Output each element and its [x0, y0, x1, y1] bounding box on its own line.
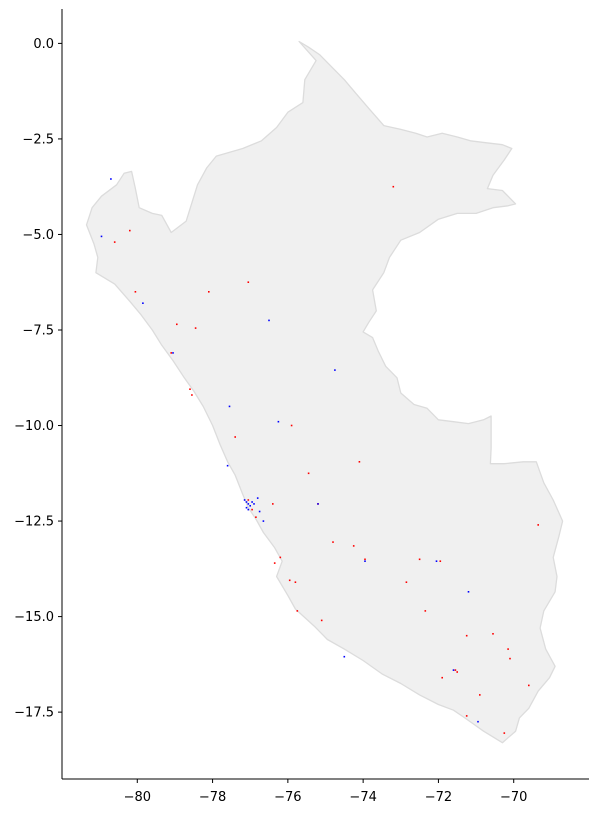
red-point [272, 503, 274, 505]
y-tick-label: 0.0 [33, 37, 54, 52]
red-point [424, 610, 427, 612]
red-point [279, 556, 282, 559]
blue-point [343, 655, 346, 658]
blue-point [256, 497, 259, 499]
red-point [418, 558, 421, 561]
red-point [247, 281, 250, 283]
blue-point [253, 503, 255, 505]
country-outline [85, 40, 564, 744]
red-point [273, 562, 276, 564]
series-red-points [113, 185, 539, 734]
blue-point [142, 302, 144, 304]
y-tick-label: −17.5 [14, 706, 54, 721]
blue-point [245, 501, 248, 503]
blue-point [228, 405, 231, 408]
x-tick-label: −74 [349, 790, 376, 805]
red-point [503, 732, 506, 734]
red-point [465, 715, 468, 717]
blue-point [262, 520, 265, 522]
red-point [405, 581, 408, 583]
y-tick-label: −7.5 [22, 323, 54, 338]
blue-point [334, 369, 336, 371]
blue-point [249, 505, 251, 507]
red-point [307, 472, 310, 475]
red-point [465, 634, 468, 637]
red-point [296, 610, 299, 612]
blue-point [364, 560, 366, 562]
blue-point [172, 352, 174, 354]
blue-point [258, 510, 261, 513]
red-point [537, 524, 539, 526]
red-point [194, 327, 197, 329]
red-point [509, 657, 511, 660]
x-tick-label: −72 [425, 790, 452, 805]
red-point [332, 541, 334, 543]
blue-point [435, 560, 438, 562]
red-point [251, 508, 253, 511]
series-blue-points [100, 178, 479, 723]
red-point [247, 499, 250, 501]
blue-point [467, 591, 470, 593]
red-point [320, 619, 323, 622]
blue-point [251, 501, 253, 503]
red-point [176, 323, 178, 326]
y-tick-label: −10.0 [14, 419, 54, 434]
blue-point [477, 720, 479, 723]
red-point [234, 436, 236, 438]
red-point [191, 394, 193, 396]
x-tick-label: −76 [274, 790, 301, 805]
red-point [364, 558, 366, 561]
red-point [290, 424, 293, 427]
blue-point [247, 508, 250, 511]
red-point [528, 684, 530, 687]
y-tick-label: −12.5 [14, 515, 54, 530]
red-point [129, 229, 131, 232]
red-point [113, 241, 116, 243]
blue-point [110, 178, 112, 180]
x-axis-ticks: −80 −78 −76 −74 −72 −70 [124, 779, 527, 805]
blue-point [100, 235, 103, 238]
red-point [170, 352, 172, 354]
blue-point [268, 319, 270, 322]
y-tick-label: −2.5 [22, 132, 54, 147]
red-point [189, 388, 191, 390]
red-point [134, 291, 137, 293]
y-tick-label: −5.0 [22, 228, 54, 243]
red-point [479, 694, 481, 696]
red-point [441, 676, 443, 679]
y-axis-ticks: 0.0 −2.5 −5.0 −7.5 −10.0 −12.5 −15.0 −17.5 [14, 37, 62, 721]
red-point [392, 185, 395, 188]
blue-point [452, 669, 455, 671]
blue-point [317, 503, 319, 505]
red-point [294, 581, 297, 583]
x-tick-label: −78 [199, 790, 226, 805]
red-point [507, 648, 509, 650]
x-tick-label: −80 [124, 790, 151, 805]
y-tick-label: −15.0 [14, 610, 54, 625]
red-point [288, 579, 291, 582]
blue-point [277, 420, 280, 423]
blue-point [247, 503, 250, 505]
blue-point [226, 464, 229, 467]
blue-point [243, 499, 246, 501]
red-point [439, 560, 442, 562]
red-point [208, 291, 210, 293]
x-tick-label: −70 [500, 790, 527, 805]
red-point [454, 669, 457, 671]
red-point [358, 461, 361, 463]
plot-area [85, 40, 564, 744]
red-point [456, 671, 458, 673]
red-point [255, 516, 257, 518]
blue-point [245, 506, 248, 509]
red-point [492, 633, 494, 635]
red-point [352, 545, 355, 547]
